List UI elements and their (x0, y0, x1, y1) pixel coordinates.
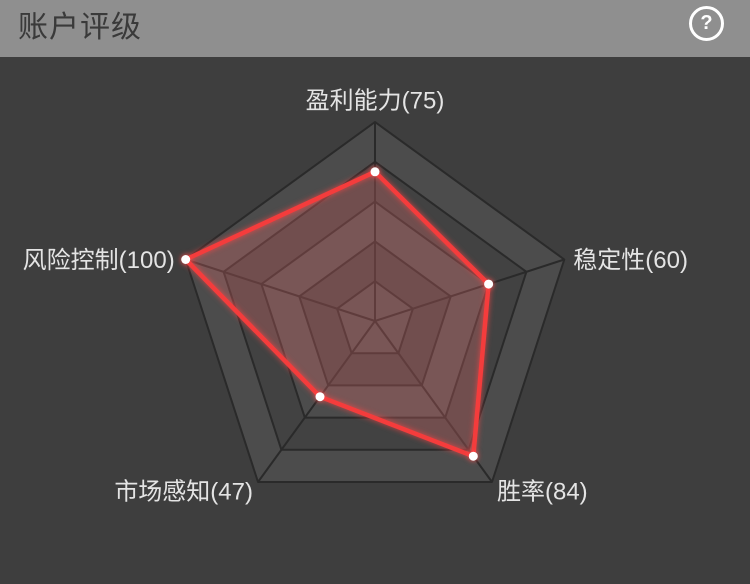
radar-data-fill (185, 171, 489, 457)
radar-data-point (315, 392, 325, 402)
question-mark-icon: ? (700, 12, 713, 34)
radar-data-point (181, 255, 191, 264)
header-bar: 账户评级 ? (0, 0, 750, 57)
page-title: 账户评级 (18, 10, 142, 44)
radar-data-outline (183, 169, 491, 459)
radar-axis-label: 稳定性(60) (573, 247, 688, 274)
radar-axis-label: 胜率(84) (497, 478, 588, 505)
radar-chart: 盈利能力(75) 稳定性(60) 胜率(84) 市场感知(47) 风险控制(100) (0, 57, 750, 584)
radar-axis-label: 市场感知(47) (114, 478, 253, 505)
radar-data-point (370, 167, 380, 177)
radar-spoke (257, 320, 376, 483)
radar-data-point (484, 279, 494, 289)
radar-axis-label: 盈利能力(75) (306, 87, 445, 114)
radar-spoke (374, 258, 565, 322)
radar-chart-svg: 盈利能力(75) 稳定性(60) 胜率(84) 市场感知(47) 风险控制(100) (23, 87, 688, 505)
help-button[interactable]: ? (689, 6, 724, 41)
radar-spoke (185, 258, 376, 322)
radar-axis-label: 风险控制(100) (23, 247, 175, 274)
radar-data-point (468, 451, 478, 461)
